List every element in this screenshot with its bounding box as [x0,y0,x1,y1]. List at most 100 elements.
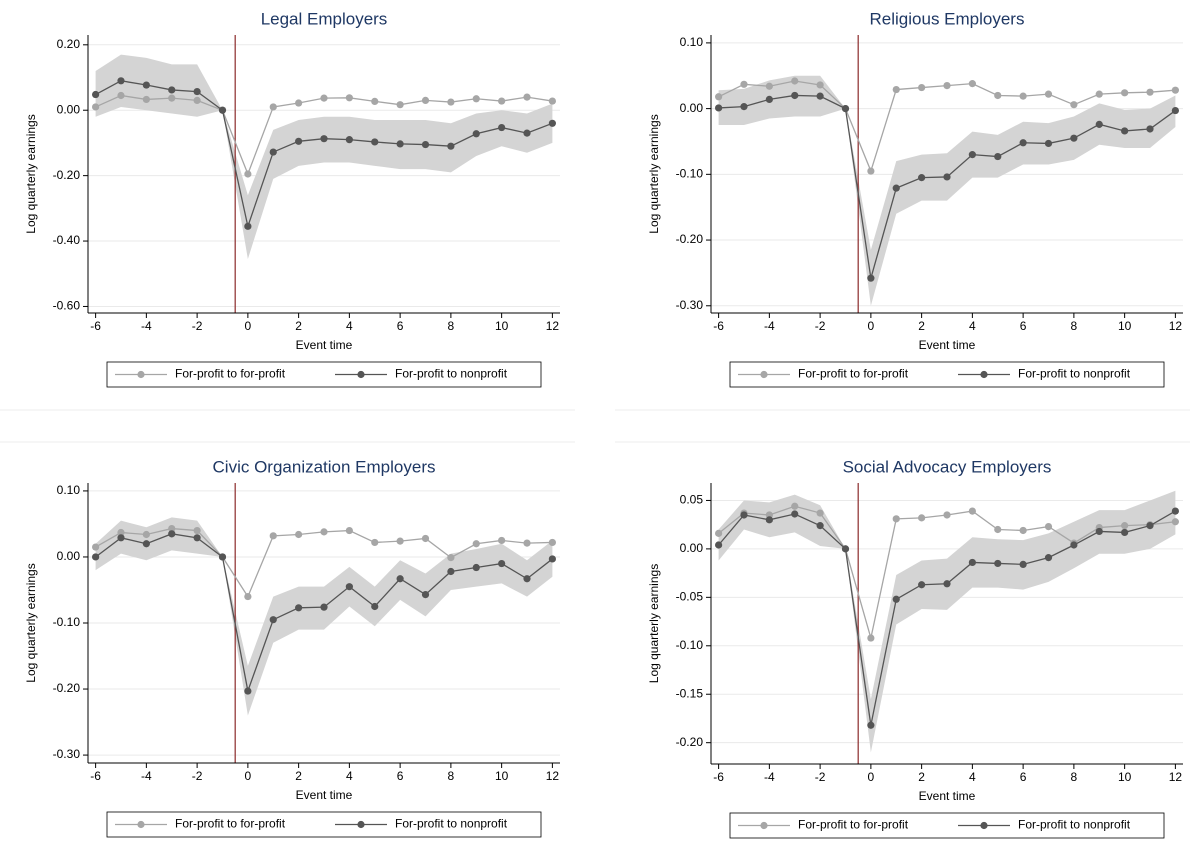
point [523,539,531,547]
point [816,509,824,517]
x-axis-label: Event time [919,338,976,352]
point [498,123,506,132]
point [1019,92,1027,100]
x-tick-label: 12 [1169,319,1183,333]
point [193,96,201,105]
point [1171,507,1179,515]
x-tick-label: 8 [448,769,455,783]
point [918,514,926,522]
point [715,104,723,112]
point [244,592,252,601]
y-tick-label: 0.10 [57,483,81,497]
point [1121,89,1129,97]
legend-box [106,361,542,388]
point [117,534,125,542]
point [968,151,976,159]
point [994,91,1002,100]
x-tick-label: -2 [192,769,203,783]
point [943,580,951,588]
point [92,90,100,99]
point [1171,518,1179,526]
point [548,119,556,127]
point [1095,90,1103,98]
point [994,559,1002,568]
point [548,555,556,563]
point [498,536,506,545]
point [1070,134,1078,142]
x-tick-label: 8 [1071,770,1078,784]
point [168,86,176,94]
point [1121,528,1129,537]
point [765,95,773,104]
point [447,142,455,150]
point [345,136,353,144]
point [816,92,824,100]
point [244,687,252,695]
legend-box [729,812,1165,839]
confidence-band [718,75,1176,306]
y-tick-label: 0.05 [680,493,704,507]
point [345,526,353,535]
y-axis-label: Log quarterly earnings [24,563,38,682]
x-tick-label: -6 [90,769,101,783]
x-tick-label: -4 [141,769,152,783]
x-tick-label: 6 [1020,770,1027,784]
point [943,82,951,90]
legend-label: For-profit to nonprofit [395,817,508,831]
point [371,97,379,105]
point [1121,127,1129,135]
y-tick-label: -0.20 [676,735,704,749]
point [1171,86,1179,94]
point [269,532,277,540]
point [523,575,531,583]
legend-box [729,361,1165,388]
x-tick-label: 8 [448,319,455,333]
point [396,140,404,148]
point [218,553,227,561]
point [715,541,723,549]
point [715,529,723,537]
point [892,85,900,94]
x-tick-label: 10 [1118,319,1132,333]
x-tick-label: 0 [245,769,252,783]
legend-label: For-profit to nonprofit [395,367,508,381]
point [1070,541,1078,549]
point [142,530,150,539]
point [472,540,480,548]
legend-marker [980,370,988,379]
x-tick-label: 4 [346,769,353,783]
point [791,91,799,100]
x-tick-label: -2 [815,319,826,333]
point [1044,554,1053,562]
x-tick-label: 8 [1071,319,1078,333]
point [345,94,353,102]
point [943,173,951,181]
point [168,530,176,538]
y-tick-label: 0.00 [57,549,81,563]
x-axis-label: Event time [919,789,976,803]
point [320,603,328,611]
point [1146,88,1154,96]
y-tick-label: -0.20 [676,232,704,246]
point [1044,139,1053,148]
point [345,583,353,591]
point [740,511,748,519]
point [1019,526,1027,535]
point [765,516,773,524]
y-tick-label: -0.10 [53,615,81,629]
y-tick-label: 0.10 [680,35,704,49]
legend-label: For-profit to for-profit [798,367,909,381]
point [498,559,506,568]
point [295,137,303,145]
point [320,94,328,102]
point [1146,125,1154,133]
x-tick-label: 6 [1020,319,1027,333]
x-tick-label: -4 [764,319,775,333]
point [791,510,799,518]
point [92,543,100,551]
point [295,99,303,107]
chart-title: Legal Employers [261,9,388,28]
point [371,602,379,611]
y-tick-label: -0.30 [676,298,704,312]
x-tick-label: -6 [713,770,724,784]
